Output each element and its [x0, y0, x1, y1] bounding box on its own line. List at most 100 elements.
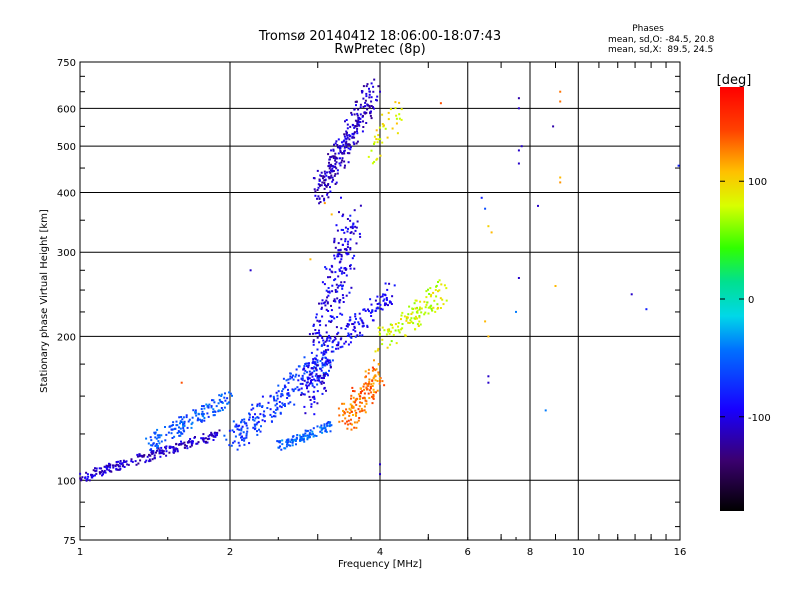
data-point — [344, 240, 347, 243]
data-point — [172, 446, 175, 449]
data-point — [223, 396, 226, 399]
data-point — [367, 368, 370, 371]
data-point — [369, 385, 372, 388]
data-point — [377, 373, 380, 376]
data-point — [335, 224, 338, 227]
data-point — [164, 439, 167, 442]
data-point — [179, 420, 182, 423]
data-point — [348, 412, 351, 415]
data-point — [517, 149, 520, 152]
data-point — [104, 471, 107, 474]
data-point — [174, 427, 177, 430]
data-point — [182, 423, 184, 426]
x-tick-label: 2 — [227, 547, 233, 558]
data-point — [187, 420, 190, 423]
data-point — [363, 405, 366, 408]
data-point — [362, 120, 364, 123]
data-point — [321, 356, 324, 359]
data-point — [390, 330, 392, 333]
data-point — [151, 444, 154, 447]
data-point — [201, 405, 203, 408]
data-point — [559, 100, 562, 103]
data-point — [374, 379, 377, 382]
data-point — [92, 469, 95, 472]
data-point — [320, 302, 323, 305]
data-point — [318, 341, 321, 344]
data-point — [212, 411, 215, 413]
data-point — [326, 193, 329, 196]
data-point — [336, 297, 339, 300]
data-point — [139, 454, 142, 457]
data-point — [180, 416, 183, 418]
data-point — [320, 308, 323, 310]
data-point — [325, 184, 328, 187]
data-point — [340, 272, 343, 275]
data-point — [319, 381, 322, 384]
data-point — [375, 368, 378, 371]
data-point — [103, 469, 106, 472]
data-point — [311, 384, 314, 387]
data-point — [330, 169, 333, 172]
data-point — [381, 326, 384, 329]
data-point — [338, 299, 341, 302]
data-point — [306, 434, 309, 437]
data-point — [194, 436, 196, 438]
data-point — [327, 310, 330, 312]
data-point — [351, 386, 354, 389]
data-point — [375, 138, 378, 141]
data-point — [323, 283, 326, 286]
data-point — [190, 423, 193, 426]
data-point — [349, 316, 352, 319]
data-point — [445, 287, 448, 290]
data-point — [321, 428, 324, 430]
data-point — [349, 335, 352, 338]
data-point — [154, 436, 157, 439]
data-point — [130, 458, 133, 461]
data-point — [210, 406, 213, 409]
data-point — [346, 335, 349, 337]
data-point — [487, 375, 490, 378]
data-point — [354, 315, 357, 318]
data-point — [151, 450, 154, 453]
data-point — [218, 398, 221, 401]
data-point — [221, 401, 224, 404]
data-point — [289, 377, 292, 380]
data-point — [196, 419, 199, 422]
data-point — [438, 279, 441, 282]
data-point — [353, 326, 356, 329]
data-point — [336, 169, 339, 172]
data-point — [353, 136, 356, 139]
data-point — [316, 319, 319, 322]
data-point — [206, 412, 209, 415]
data-point — [279, 405, 282, 408]
data-point — [233, 440, 236, 443]
data-point — [338, 145, 341, 148]
data-point — [334, 246, 337, 249]
data-point — [298, 434, 301, 437]
data-point — [375, 307, 378, 310]
data-point — [363, 111, 366, 114]
data-point — [253, 428, 256, 431]
data-point — [156, 428, 159, 431]
data-point — [322, 381, 325, 384]
data-point — [259, 413, 262, 416]
data-point — [231, 429, 234, 432]
data-point — [308, 333, 311, 336]
data-point — [630, 293, 633, 296]
data-point — [367, 392, 370, 395]
data-point — [152, 451, 155, 454]
data-point — [366, 324, 369, 327]
data-point — [323, 199, 326, 202]
data-point — [388, 332, 391, 335]
data-point — [369, 298, 372, 301]
data-point — [366, 383, 369, 386]
y-tick-label: 300 — [57, 248, 76, 259]
data-point — [359, 398, 361, 400]
data-point — [326, 373, 329, 376]
data-point — [338, 269, 341, 272]
data-point — [150, 451, 153, 454]
data-point — [373, 160, 376, 163]
data-point — [255, 423, 258, 426]
data-point — [353, 421, 356, 424]
data-point — [341, 287, 344, 290]
